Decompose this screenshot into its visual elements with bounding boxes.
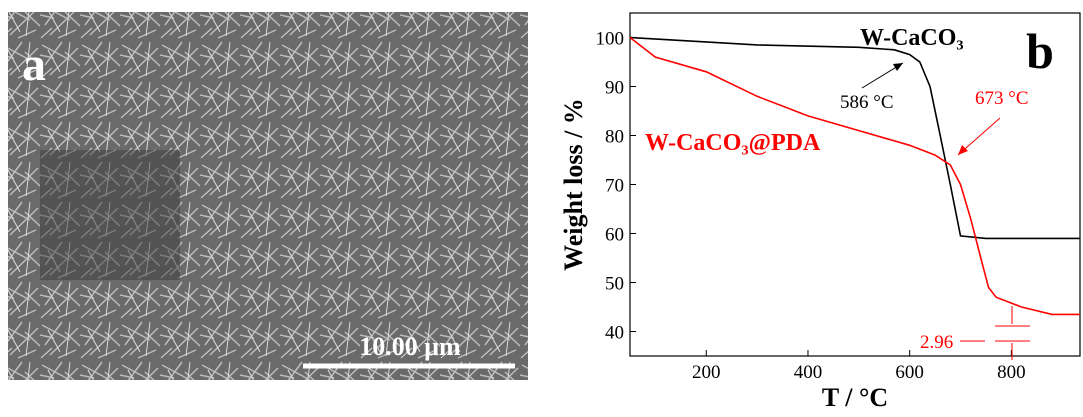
dark-region [40, 150, 180, 280]
figure: a 10.00 μm 200 400 600 800 40 50 60 70 80 90 100 T … [0, 0, 1083, 412]
series-line [630, 38, 1080, 315]
y-tick-label: 80 [605, 127, 624, 148]
x-axis-label: T / °C [822, 383, 888, 412]
arrow-head [893, 63, 903, 71]
sem-image: a 10.00 μm [8, 12, 528, 380]
panel-label: b [1026, 23, 1054, 79]
y-tick-label: 90 [605, 78, 624, 99]
y-tick-label: 60 [605, 225, 624, 246]
annotation: 673 °C [975, 88, 1029, 109]
series-label: W-CaCO₃@PDA [645, 130, 821, 156]
annotation: 2.96 [920, 332, 953, 353]
y-tick-label: 70 [605, 176, 624, 197]
y-tick-label: 100 [596, 29, 625, 50]
panel-label: a [22, 38, 46, 91]
arrow-head [958, 145, 968, 155]
y-tick-label: 50 [605, 274, 624, 295]
x-tick-label: 800 [997, 362, 1026, 383]
x-tick-label: 600 [895, 362, 924, 383]
x-tick-label: 400 [794, 362, 823, 383]
annotation: 586 °C [840, 92, 894, 113]
series-label: W-CaCO₃ [860, 25, 964, 51]
plot-frame [630, 13, 1080, 356]
y-tick-label: 40 [605, 323, 624, 344]
scale-bar-label: 10.00 μm [359, 332, 461, 361]
x-tick-label: 200 [692, 362, 721, 383]
y-axis-label: Weight loss / % [559, 98, 588, 271]
chart: 200 400 600 800 40 50 60 70 80 90 100 T / °C Weight … [559, 13, 1080, 412]
